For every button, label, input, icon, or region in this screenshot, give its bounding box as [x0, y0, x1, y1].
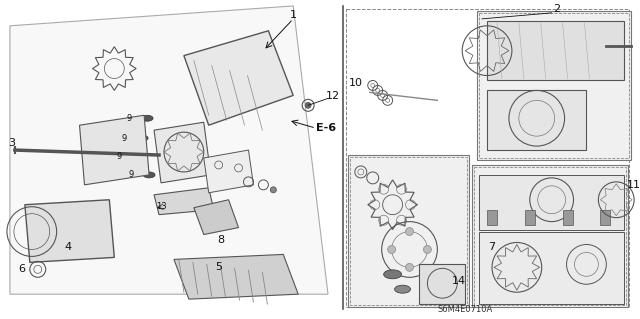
Polygon shape [477, 11, 631, 160]
Polygon shape [204, 150, 253, 193]
Polygon shape [419, 264, 465, 304]
Bar [600, 210, 611, 225]
Ellipse shape [395, 285, 410, 293]
Text: E-6: E-6 [316, 123, 336, 133]
Polygon shape [194, 200, 239, 234]
Text: 9: 9 [116, 152, 122, 160]
Text: 4: 4 [64, 242, 71, 252]
Text: 13: 13 [156, 202, 166, 211]
Text: 12: 12 [326, 91, 340, 101]
Ellipse shape [143, 172, 155, 178]
Polygon shape [479, 175, 624, 230]
Polygon shape [154, 122, 211, 183]
Bar [563, 210, 573, 225]
Ellipse shape [136, 135, 148, 141]
Bar [487, 210, 497, 225]
Polygon shape [154, 188, 214, 215]
Text: 1: 1 [290, 10, 297, 20]
Polygon shape [10, 6, 328, 294]
Text: 11: 11 [627, 180, 640, 190]
Bar [525, 210, 535, 225]
Text: 7: 7 [488, 242, 495, 252]
Ellipse shape [131, 153, 143, 159]
Ellipse shape [141, 115, 153, 121]
Circle shape [406, 227, 413, 235]
Polygon shape [25, 200, 115, 262]
Polygon shape [472, 165, 628, 307]
Circle shape [270, 187, 276, 193]
Polygon shape [348, 155, 469, 307]
Polygon shape [487, 21, 624, 80]
Text: 10: 10 [349, 78, 363, 88]
Polygon shape [184, 31, 293, 125]
Text: 9: 9 [129, 170, 134, 179]
Text: 9: 9 [127, 114, 132, 123]
Text: 2: 2 [553, 4, 560, 14]
Circle shape [406, 263, 413, 271]
Polygon shape [174, 255, 298, 299]
Text: 14: 14 [452, 276, 467, 286]
Circle shape [388, 246, 396, 253]
Polygon shape [487, 90, 586, 150]
Text: 9: 9 [122, 134, 127, 143]
Polygon shape [479, 232, 624, 304]
Text: 8: 8 [217, 234, 224, 245]
Circle shape [424, 246, 431, 253]
Text: 3: 3 [8, 138, 15, 148]
Ellipse shape [383, 270, 401, 279]
Polygon shape [79, 115, 149, 185]
Text: 5: 5 [215, 262, 222, 272]
Text: 6: 6 [19, 264, 26, 274]
Circle shape [305, 102, 311, 108]
Text: S6M4E0710A: S6M4E0710A [438, 305, 493, 314]
